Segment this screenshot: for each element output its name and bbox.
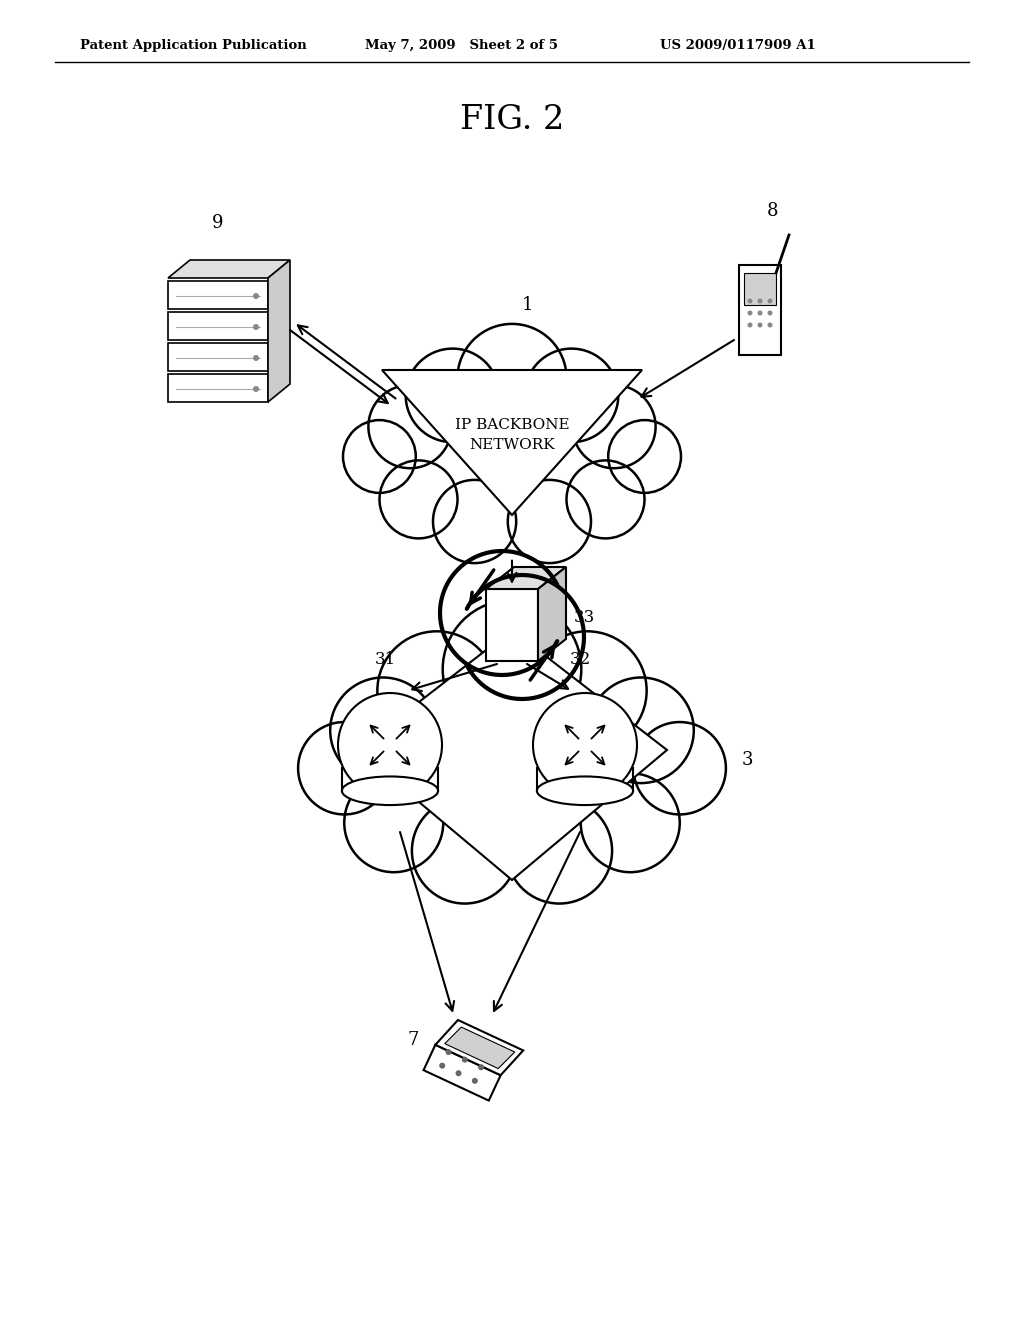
Circle shape <box>527 631 646 750</box>
Circle shape <box>456 1071 462 1076</box>
Circle shape <box>298 722 390 814</box>
Polygon shape <box>168 281 268 309</box>
Circle shape <box>253 293 259 300</box>
Polygon shape <box>538 568 566 661</box>
Text: 9: 9 <box>212 214 224 232</box>
Circle shape <box>581 774 680 873</box>
Circle shape <box>507 799 612 904</box>
Circle shape <box>338 693 442 797</box>
Circle shape <box>380 461 458 539</box>
Circle shape <box>369 385 452 469</box>
Polygon shape <box>168 312 268 341</box>
Circle shape <box>378 631 497 750</box>
Circle shape <box>768 322 772 327</box>
Circle shape <box>330 677 436 783</box>
Text: 3: 3 <box>742 751 754 770</box>
Circle shape <box>472 1078 478 1084</box>
Text: 1: 1 <box>522 296 534 314</box>
Circle shape <box>768 298 772 304</box>
Circle shape <box>534 693 637 797</box>
Circle shape <box>748 310 753 315</box>
Circle shape <box>748 298 753 304</box>
Circle shape <box>458 323 566 433</box>
Text: 33: 33 <box>574 609 595 626</box>
Polygon shape <box>486 589 538 661</box>
Ellipse shape <box>340 661 684 859</box>
Circle shape <box>758 322 763 327</box>
Circle shape <box>412 799 517 904</box>
Circle shape <box>442 601 582 739</box>
Text: FIG. 2: FIG. 2 <box>460 104 564 136</box>
Text: Patent Application Publication: Patent Application Publication <box>80 38 307 51</box>
Polygon shape <box>424 1045 501 1101</box>
Circle shape <box>572 385 655 469</box>
Circle shape <box>478 1064 484 1071</box>
Polygon shape <box>168 260 290 279</box>
Circle shape <box>344 774 443 873</box>
Polygon shape <box>168 374 268 403</box>
Circle shape <box>588 677 694 783</box>
Text: IP BACKBONE
NETWORK: IP BACKBONE NETWORK <box>455 418 569 451</box>
Circle shape <box>508 480 591 564</box>
Circle shape <box>343 420 416 492</box>
Circle shape <box>445 1049 452 1055</box>
Polygon shape <box>739 265 781 355</box>
Polygon shape <box>435 1020 523 1076</box>
Circle shape <box>433 480 516 564</box>
Text: US 2009/0117909 A1: US 2009/0117909 A1 <box>660 38 816 51</box>
Circle shape <box>758 298 763 304</box>
Ellipse shape <box>537 776 633 805</box>
Text: 8: 8 <box>766 202 778 220</box>
Circle shape <box>566 461 644 539</box>
Circle shape <box>462 1056 468 1063</box>
Circle shape <box>634 722 726 814</box>
Circle shape <box>253 323 259 330</box>
Circle shape <box>439 1063 445 1069</box>
Ellipse shape <box>376 372 648 528</box>
Circle shape <box>768 310 772 315</box>
Polygon shape <box>168 343 268 371</box>
Text: 32: 32 <box>569 651 591 668</box>
Circle shape <box>758 310 763 315</box>
Polygon shape <box>444 1027 515 1069</box>
Text: 7: 7 <box>408 1031 419 1049</box>
Polygon shape <box>486 568 566 589</box>
Polygon shape <box>382 370 642 515</box>
Polygon shape <box>357 630 667 880</box>
Circle shape <box>524 348 618 442</box>
Text: 31: 31 <box>375 651 395 668</box>
Circle shape <box>253 385 259 392</box>
Text: May 7, 2009   Sheet 2 of 5: May 7, 2009 Sheet 2 of 5 <box>365 38 558 51</box>
Polygon shape <box>744 273 776 305</box>
Ellipse shape <box>342 776 438 805</box>
Polygon shape <box>268 260 290 403</box>
Circle shape <box>406 348 500 442</box>
Circle shape <box>253 355 259 360</box>
Circle shape <box>608 420 681 492</box>
Circle shape <box>748 322 753 327</box>
